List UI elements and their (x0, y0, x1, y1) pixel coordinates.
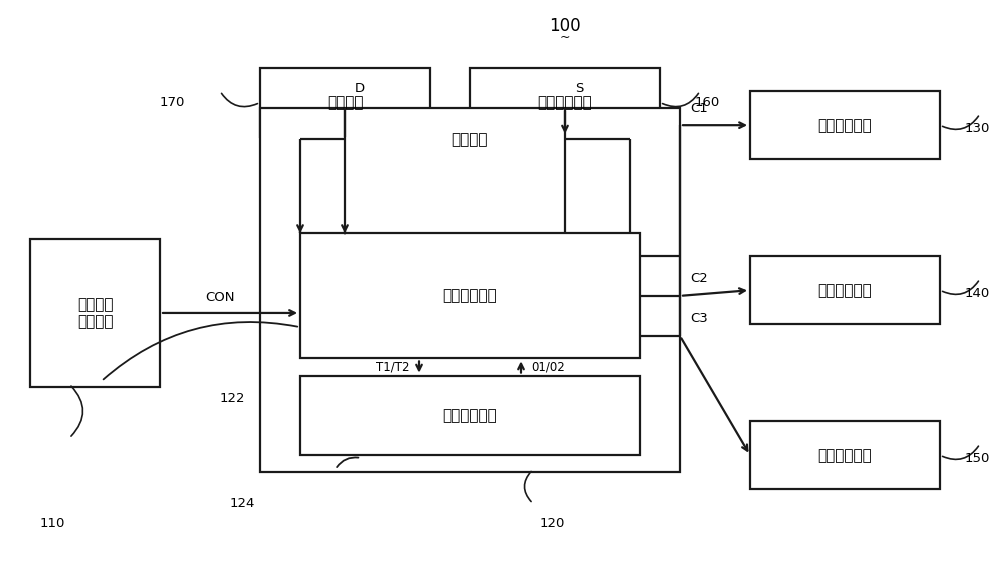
Text: 第一报警单元: 第一报警单元 (818, 118, 872, 133)
Text: C2: C2 (690, 273, 708, 285)
Text: C1: C1 (690, 102, 708, 114)
Text: 开关单元: 开关单元 (327, 95, 363, 110)
Text: 122: 122 (220, 392, 245, 405)
Bar (300, 376, 640, 455)
Text: 100: 100 (549, 17, 581, 35)
Text: 120: 120 (540, 517, 565, 530)
Text: 124: 124 (230, 497, 255, 510)
Bar (470, 68, 660, 137)
Text: 140: 140 (965, 287, 990, 299)
Bar (750, 256, 940, 324)
Text: 控制单元: 控制单元 (452, 132, 488, 147)
Text: 通风换气单元: 通风换气单元 (538, 95, 592, 110)
Text: ~: ~ (560, 31, 570, 43)
Text: 110: 110 (40, 517, 65, 530)
Text: T1/T2: T1/T2 (376, 361, 409, 373)
Text: 150: 150 (965, 452, 990, 464)
Text: C3: C3 (690, 312, 708, 325)
Text: CON: CON (205, 291, 235, 303)
Bar (260, 108, 680, 472)
Bar (300, 233, 640, 358)
Text: 毒害气体
探测单元: 毒害气体 探测单元 (77, 297, 113, 329)
Bar (750, 421, 940, 489)
Text: D: D (355, 82, 365, 94)
Text: 170: 170 (160, 96, 185, 109)
Text: 中央处理模块: 中央处理模块 (443, 288, 497, 303)
Text: 第三报警单元: 第三报警单元 (818, 448, 872, 463)
Text: 130: 130 (965, 122, 990, 134)
Bar (30, 239, 160, 387)
Text: S: S (575, 82, 583, 94)
Bar (260, 68, 430, 137)
Text: 160: 160 (695, 96, 720, 109)
Text: 时间控制模块: 时间控制模块 (443, 408, 497, 423)
Bar (750, 91, 940, 159)
Text: 01/02: 01/02 (531, 361, 565, 373)
Text: 第二报警单元: 第二报警单元 (818, 283, 872, 298)
